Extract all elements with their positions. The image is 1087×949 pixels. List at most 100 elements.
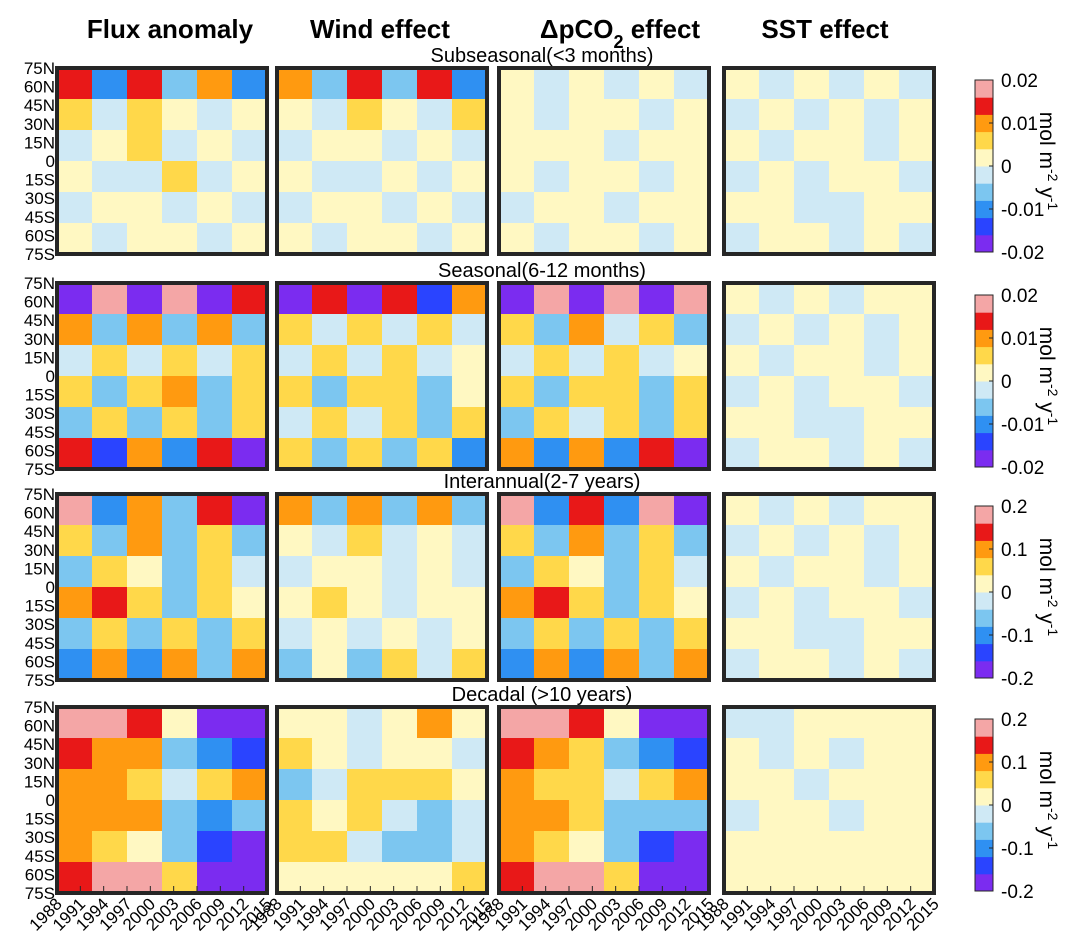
heatmap-cell	[499, 283, 535, 315]
heatmap-cell	[604, 738, 640, 770]
heatmap-cell	[724, 649, 760, 681]
heatmap-cell	[794, 800, 830, 832]
heatmap-cell	[197, 618, 233, 650]
colorbar-label: mol m-2 y-1	[1035, 751, 1061, 850]
heatmap-cell	[534, 283, 570, 315]
heatmap-cell	[674, 68, 710, 100]
y-tick-label: 75S	[25, 245, 55, 264]
heatmap-cell	[569, 314, 605, 346]
panel-frame	[55, 705, 269, 895]
heatmap-cell	[382, 618, 418, 650]
heatmap-cell	[232, 438, 268, 470]
y-tick-label: 0	[46, 152, 55, 171]
heatmap-cell	[534, 99, 570, 131]
heatmap-cell	[92, 407, 128, 439]
heatmap-cell	[92, 831, 128, 863]
heatmap-cell	[382, 769, 418, 801]
column-title-text: ΔpCO	[540, 14, 614, 44]
heatmap-cell	[829, 707, 865, 739]
heatmap-cell	[534, 223, 570, 255]
heatmap-cell	[639, 130, 675, 162]
heatmap-cell	[127, 68, 163, 100]
y-tick-label: 0	[46, 791, 55, 810]
heatmap-cell	[724, 862, 760, 894]
heatmap-cell	[604, 314, 640, 346]
heatmap-cell	[499, 130, 535, 162]
colorbar-tick-label: -0.1	[1001, 839, 1034, 860]
heatmap-cell	[829, 99, 865, 131]
heatmap-cell	[92, 649, 128, 681]
heatmap-cell	[534, 438, 570, 470]
heatmap-cell	[724, 223, 760, 255]
heatmap-cell	[312, 161, 348, 193]
heatmap-cell	[127, 314, 163, 346]
heatmap-cell	[829, 738, 865, 770]
heatmap-cell	[347, 68, 383, 100]
heatmap-cell	[569, 438, 605, 470]
heatmap-cell	[569, 407, 605, 439]
y-tick-label: 45N	[24, 96, 55, 115]
heatmap-cell	[724, 800, 760, 832]
heatmap-cell	[127, 587, 163, 619]
heatmap-cell	[639, 283, 675, 315]
heatmap-cell	[127, 649, 163, 681]
colorbar-swatch	[975, 506, 993, 524]
heatmap-cell	[639, 800, 675, 832]
heatmap-cell	[197, 283, 233, 315]
heatmap-cell	[417, 438, 453, 470]
heatmap-cell	[57, 649, 93, 681]
heatmap-cell	[829, 494, 865, 526]
heatmap-cell	[277, 192, 313, 224]
heatmap-cell	[92, 738, 128, 770]
heatmap-cell	[417, 494, 453, 526]
heatmap-cell	[232, 525, 268, 557]
y-tick-label: 45S	[25, 847, 55, 866]
y-tick-label: 30N	[24, 541, 55, 560]
colorbar-tick-label: -0.01	[1001, 200, 1044, 221]
heatmap-cell	[277, 345, 313, 377]
heatmap-cell	[452, 68, 488, 100]
colorbar-swatch	[975, 719, 993, 737]
heatmap-cell	[794, 707, 830, 739]
heatmap-cell	[127, 707, 163, 739]
heatmap-cell	[277, 494, 313, 526]
heatmap-cell	[724, 68, 760, 100]
heatmap-cell	[639, 345, 675, 377]
panel-frame	[275, 492, 489, 682]
heatmap-cell	[724, 192, 760, 224]
heatmap-cell	[232, 99, 268, 131]
heatmap-cell	[829, 618, 865, 650]
heatmap-cell	[499, 68, 535, 100]
heatmap-cell	[197, 345, 233, 377]
row-title: Subseasonal(<3 months)	[431, 45, 654, 67]
row-title: Decadal (>10 years)	[452, 684, 633, 706]
heatmap-cell	[569, 345, 605, 377]
heatmap-cell	[794, 376, 830, 408]
heatmap-cell	[452, 438, 488, 470]
colorbar-swatch	[975, 234, 993, 253]
heatmap-cell	[569, 161, 605, 193]
colorbar-label-part: mol m	[1035, 327, 1058, 384]
heatmap-cell	[57, 407, 93, 439]
heatmap-cell	[759, 407, 795, 439]
heatmap-cell	[92, 438, 128, 470]
heatmap-cell	[232, 68, 268, 100]
heatmap-cell	[639, 494, 675, 526]
heatmap-cell	[499, 556, 535, 588]
colorbar-label-part: -1	[1045, 837, 1061, 850]
heatmap-cell	[759, 438, 795, 470]
heatmap-cell	[864, 438, 900, 470]
y-tick-label: 45N	[24, 311, 55, 330]
heatmap-cell	[534, 525, 570, 557]
heatmap-cell	[57, 223, 93, 255]
heatmap-cell	[639, 738, 675, 770]
heatmap-cell	[534, 800, 570, 832]
heatmap-cell	[569, 130, 605, 162]
heatmap-cell	[347, 738, 383, 770]
panel-frame	[722, 281, 936, 471]
heatmap-cell	[499, 862, 535, 894]
colorbar-swatch	[975, 660, 993, 679]
heatmap-cell	[232, 862, 268, 894]
heatmap-cell	[534, 130, 570, 162]
heatmap-cell	[452, 376, 488, 408]
